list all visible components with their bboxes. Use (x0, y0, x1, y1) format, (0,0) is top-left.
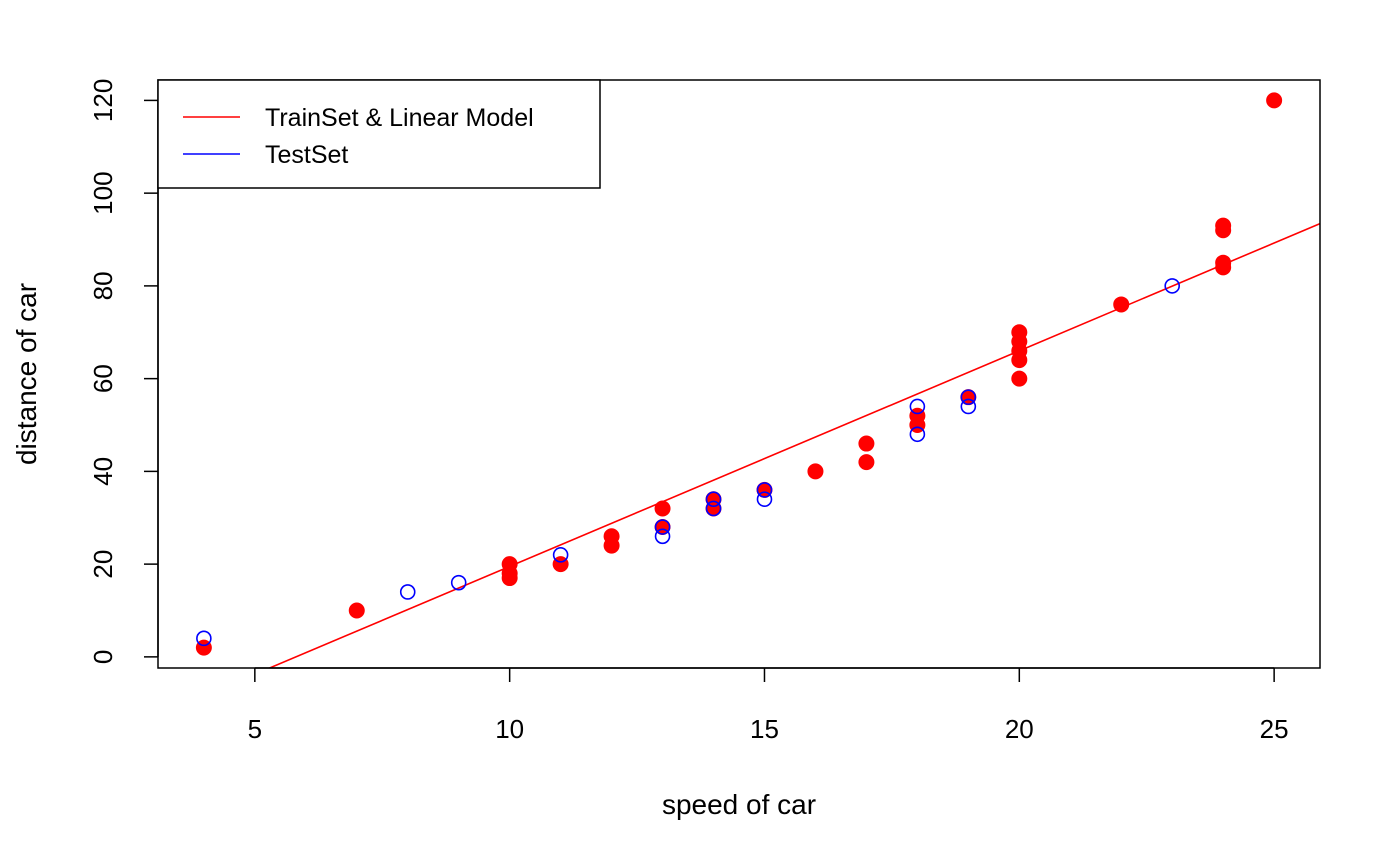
test-point (654, 528, 671, 545)
y-tick-label: 20 (88, 550, 118, 579)
legend: TrainSet & Linear Model TestSet (157, 79, 601, 189)
test-point (960, 398, 977, 415)
y-tick-label: 60 (88, 364, 118, 393)
train-point (501, 556, 518, 573)
train-point (348, 602, 365, 619)
plot-layer (195, 92, 1320, 668)
test-point (654, 519, 671, 535)
train-point (1011, 324, 1028, 341)
train-point (1011, 370, 1028, 387)
test-point (960, 389, 977, 405)
train-point (1215, 217, 1232, 234)
x-axis-title: speed of car (662, 789, 816, 820)
train-point (1266, 92, 1283, 109)
test-point (756, 491, 773, 508)
legend-box (157, 79, 601, 189)
series-testset (196, 278, 1181, 647)
x-tick-label: 20 (1005, 714, 1034, 744)
regression-line (267, 222, 1320, 668)
legend-label: TrainSet & Linear Model (265, 104, 534, 132)
test-point (450, 574, 467, 591)
test-point (909, 398, 926, 415)
test-point (756, 482, 773, 498)
y-tick-label: 40 (88, 457, 118, 486)
train-point (654, 500, 671, 517)
train-point (1215, 254, 1232, 271)
train-point (1113, 296, 1130, 313)
legend-label: TestSet (265, 141, 348, 169)
axes-layer: 5 10 15 20 25 0 20 40 60 80 100 120 (88, 79, 1321, 744)
train-point (603, 528, 620, 545)
y-tick-label: 100 (88, 171, 118, 214)
x-tick-label: 25 (1260, 714, 1289, 744)
test-point (705, 500, 722, 517)
train-point (858, 435, 875, 452)
train-point (807, 463, 824, 480)
y-axis-title: distance of car (11, 283, 42, 465)
test-point (909, 426, 926, 443)
x-tick-label: 5 (248, 714, 262, 744)
series-trainset (195, 92, 1283, 656)
test-point (552, 547, 569, 563)
y-tick-label: 80 (88, 271, 118, 300)
test-point (1164, 278, 1181, 294)
y-tick-label: 0 (88, 650, 118, 664)
test-point (705, 491, 722, 508)
test-point (196, 630, 212, 647)
test-point (399, 584, 416, 600)
x-tick-label: 15 (750, 714, 779, 744)
x-tick-label: 10 (495, 714, 524, 744)
y-tick-label: 120 (88, 79, 118, 122)
train-point (858, 454, 875, 471)
